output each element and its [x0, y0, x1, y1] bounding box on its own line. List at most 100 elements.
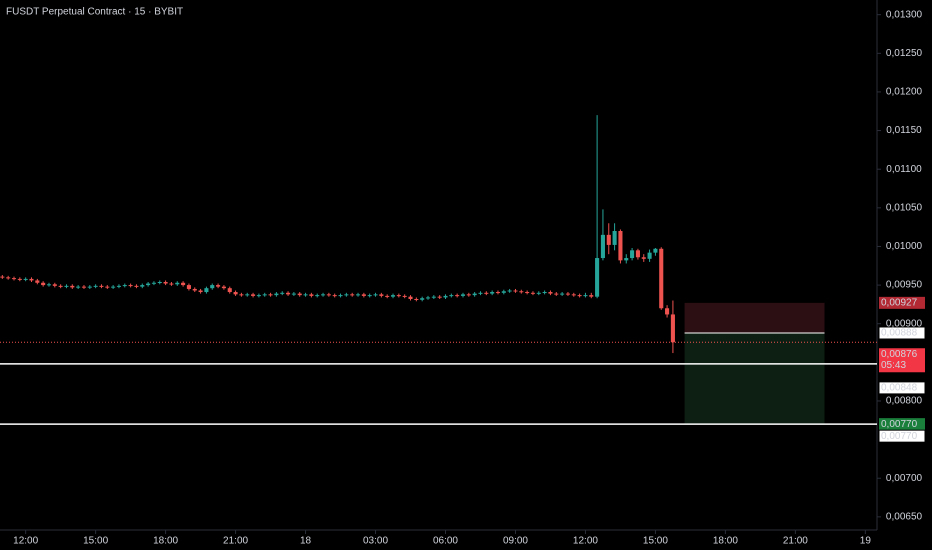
x-tick-label: 09:00 [503, 536, 528, 547]
candle-body [303, 294, 308, 296]
candle-body [519, 291, 524, 293]
candle-body [274, 293, 279, 296]
candle-body [52, 284, 57, 286]
candle-body [105, 286, 110, 288]
candle-body [431, 296, 436, 298]
candle-body [163, 281, 168, 284]
candle-body [128, 285, 133, 287]
candle-body [256, 295, 261, 297]
x-tick-label: 19 [860, 536, 872, 547]
candle-body [81, 286, 87, 288]
x-tick-label: 03:00 [363, 536, 388, 547]
candle-body [501, 291, 506, 293]
price-line-label-box [878, 429, 926, 443]
candle-body [204, 288, 209, 293]
candle-body [571, 294, 576, 296]
candle-body [122, 285, 127, 287]
candle-body [0, 276, 5, 278]
candle-body [595, 258, 600, 297]
candle-body [157, 281, 162, 283]
candle-body [239, 294, 244, 296]
x-tick-label: 18:00 [713, 536, 738, 547]
candle-body [210, 285, 215, 289]
candle-body [227, 288, 232, 293]
x-tick-label: 18:00 [153, 536, 178, 547]
candle-body [233, 292, 238, 295]
candle-body [93, 285, 98, 287]
price-line-label: 0,00848 [881, 383, 918, 394]
candle-body [76, 286, 81, 288]
candle-body [251, 294, 256, 296]
candle-body [606, 234, 611, 245]
candle-body [146, 283, 151, 286]
candle-body [425, 297, 431, 299]
candle-body [589, 295, 594, 297]
candle-body [379, 294, 384, 296]
candle-body [460, 294, 466, 296]
x-tick-label: 21:00 [223, 536, 248, 547]
candle-body [99, 285, 104, 287]
x-tick-label: 15:00 [643, 536, 668, 547]
candle-body [309, 294, 314, 296]
stop-label-box [879, 296, 925, 309]
y-tick-label: 0,00900 [886, 318, 923, 329]
candle-body [402, 295, 407, 297]
candle-body [221, 286, 226, 289]
candle-body [6, 277, 11, 279]
candle-body [490, 292, 495, 294]
y-tick-label: 0,01250 [886, 48, 923, 59]
candle-body [513, 290, 518, 292]
candle-body [321, 294, 326, 296]
target-label-box [879, 418, 925, 431]
candle-body [554, 293, 559, 295]
candle-body [536, 292, 541, 294]
x-tick-label: 18 [300, 536, 312, 547]
candle-body [297, 293, 302, 296]
candle-body [355, 294, 361, 296]
candle-body [560, 293, 565, 295]
candle-body [565, 293, 570, 295]
y-tick-label: 0,01050 [886, 202, 923, 213]
candle-body [29, 278, 34, 281]
candle-body [361, 294, 366, 296]
y-tick-label: 0,01100 [886, 164, 922, 175]
candle-body [507, 290, 512, 292]
candle-body [653, 248, 658, 253]
price-line-label-box [878, 381, 926, 395]
chart-title: FUSDT Perpetual Contract · 15 · BYBIT [6, 7, 183, 18]
candle-body [449, 295, 454, 297]
candle-body [11, 278, 17, 280]
candle-body [600, 234, 605, 259]
candle-body [58, 285, 63, 287]
candle-body [385, 295, 390, 297]
target-label: 0,00770 [881, 419, 918, 430]
candle-body [577, 295, 582, 297]
stop-label: 0,00927 [881, 297, 918, 308]
candle-body [23, 278, 28, 280]
x-tick-label: 15:00 [83, 536, 108, 547]
candle-body [583, 295, 588, 297]
x-tick-label: 12:00 [573, 536, 598, 547]
x-tick-label: 21:00 [783, 536, 808, 547]
candle-body [443, 295, 448, 298]
candle-body [87, 286, 92, 288]
candle-body [630, 250, 635, 259]
candle-body [612, 231, 617, 245]
y-tick-label: 0,00700 [886, 473, 923, 484]
candle-body [140, 285, 145, 287]
candle-body [181, 282, 186, 286]
candle-body [41, 282, 46, 286]
candle-body [408, 296, 413, 299]
candle-body [151, 282, 156, 284]
candle-body [472, 293, 477, 296]
candle-body [367, 295, 372, 297]
candle-body [647, 252, 652, 259]
candle-body [659, 248, 664, 309]
candle-body [245, 294, 250, 296]
candle-body [286, 292, 291, 295]
candle-body [17, 278, 22, 280]
candle-body [169, 283, 174, 285]
candle-body [175, 282, 180, 285]
candle-body [186, 285, 191, 289]
